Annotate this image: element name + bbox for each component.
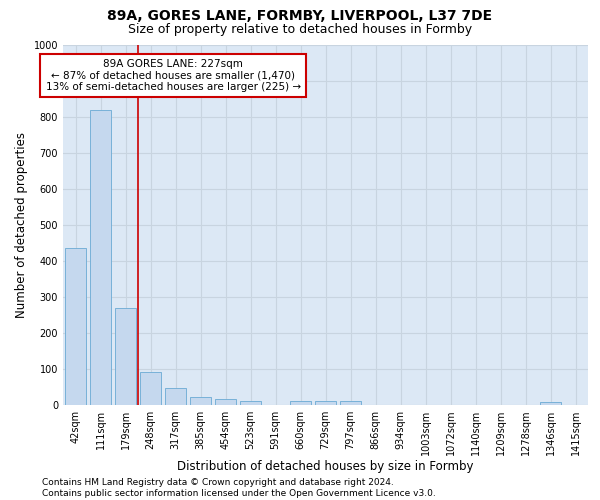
Text: 89A GORES LANE: 227sqm
← 87% of detached houses are smaller (1,470)
13% of semi-: 89A GORES LANE: 227sqm ← 87% of detached… [46,59,301,92]
Y-axis label: Number of detached properties: Number of detached properties [15,132,28,318]
Bar [315,400,336,405]
Bar [340,400,361,405]
Bar [140,372,161,405]
Bar [215,399,236,405]
Bar [115,308,136,405]
Bar [190,397,211,405]
Text: Size of property relative to detached houses in Formby: Size of property relative to detached ho… [128,22,472,36]
X-axis label: Distribution of detached houses by size in Formby: Distribution of detached houses by size … [177,460,474,472]
Bar [540,402,561,405]
Bar [240,400,261,405]
Bar [65,248,86,405]
Bar [90,110,111,405]
Text: Contains HM Land Registry data © Crown copyright and database right 2024.
Contai: Contains HM Land Registry data © Crown c… [42,478,436,498]
Text: 89A, GORES LANE, FORMBY, LIVERPOOL, L37 7DE: 89A, GORES LANE, FORMBY, LIVERPOOL, L37 … [107,9,493,23]
Bar [165,388,186,405]
Bar [290,400,311,405]
